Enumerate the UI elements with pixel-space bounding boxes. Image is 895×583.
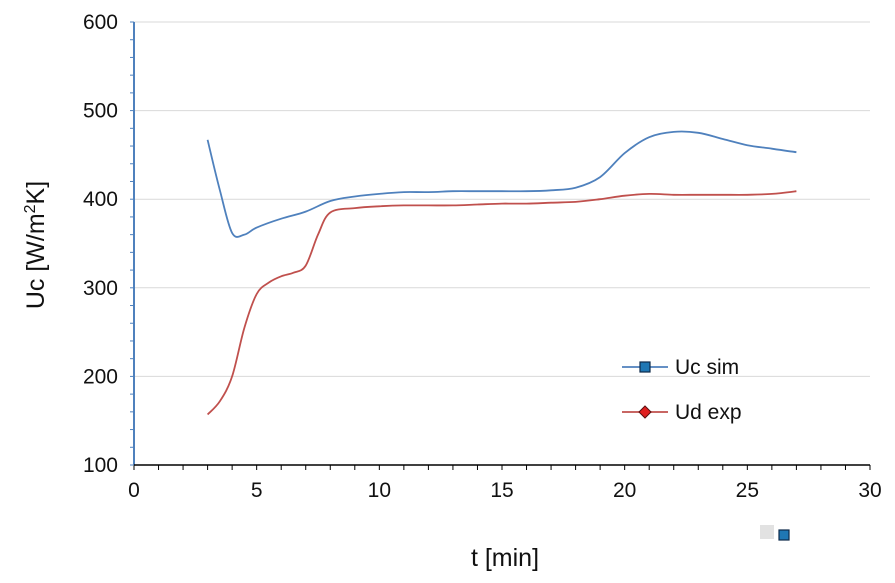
gridlines: [134, 21, 870, 377]
stray-square-marker: [760, 525, 790, 541]
stray-marker-shadow: [760, 525, 774, 539]
y-axis-title: Uc [W/m2K]: [22, 181, 50, 309]
legend-label-uc-sim: Uc sim: [675, 356, 739, 379]
y-tick-label-400: 400: [83, 188, 118, 211]
y-tick-label-200: 200: [83, 365, 118, 388]
y-tick-label-100: 100: [83, 454, 118, 477]
series-layer: [206, 130, 797, 416]
y-tick-label-500: 500: [83, 100, 118, 123]
legend-marker-diamond: [638, 405, 652, 419]
y-axis-title-superscript: 2: [22, 204, 39, 213]
x-axis-title: t [min]: [471, 544, 539, 572]
series-line-uc-sim: [206, 130, 797, 238]
series-line-ud-exp: [206, 190, 797, 416]
y-axis-title-tail: K]: [22, 181, 50, 205]
x-tick-label-0: 0: [128, 479, 140, 502]
x-tick-label-20: 20: [613, 479, 636, 502]
x-tick-label-25: 25: [736, 479, 759, 502]
x-tick-label-5: 5: [251, 479, 263, 502]
y-tick-label-300: 300: [83, 277, 118, 300]
legend-entry-uc-sim: Uc sim: [622, 356, 739, 379]
x-tick-label-30: 30: [858, 479, 881, 502]
legend-marker-square: [639, 361, 651, 373]
x-tick-label-15: 15: [490, 479, 513, 502]
legend-label-ud-exp: Ud exp: [675, 401, 742, 424]
tick-labels: 0 5 10 15 20 25 30 100 200 300 400 500 600: [83, 11, 882, 502]
y-axis-title-main: Uc [W/m: [22, 213, 50, 309]
axes: [130, 21, 871, 470]
legend: Uc sim Ud exp: [622, 356, 742, 424]
legend-entry-ud-exp: Ud exp: [622, 401, 742, 424]
x-tick-label-10: 10: [368, 479, 391, 502]
y-tick-label-600: 600: [83, 11, 118, 34]
stray-square-icon: [778, 529, 790, 541]
